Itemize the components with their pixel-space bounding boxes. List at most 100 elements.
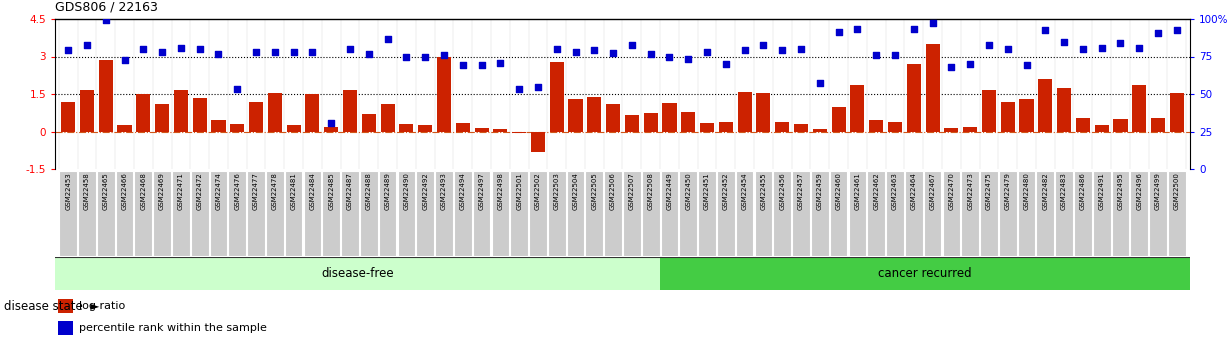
Point [811, 80, 830, 86]
Text: disease-free: disease-free [321, 267, 394, 280]
Bar [1074, 171, 1092, 256]
Bar [493, 129, 508, 131]
Bar [886, 171, 904, 256]
Text: GSM22454: GSM22454 [742, 172, 748, 210]
Bar [870, 120, 883, 131]
Bar [400, 124, 413, 131]
Point [472, 62, 492, 68]
Text: cancer recurred: cancer recurred [878, 267, 972, 280]
Bar [624, 171, 641, 256]
Text: GSM22485: GSM22485 [328, 172, 335, 210]
Bar [247, 171, 264, 256]
Text: GSM22496: GSM22496 [1137, 172, 1143, 210]
Text: GSM22457: GSM22457 [798, 172, 804, 210]
Text: GSM22484: GSM22484 [310, 172, 315, 210]
Bar [137, 94, 150, 131]
Bar [945, 128, 958, 131]
Point [566, 49, 585, 54]
Bar [625, 115, 638, 131]
Text: GDS806 / 22163: GDS806 / 22163 [55, 0, 157, 13]
Point [641, 51, 661, 57]
Text: disease state  ►: disease state ► [4, 300, 98, 313]
Text: GSM22451: GSM22451 [704, 172, 710, 210]
Point [341, 46, 360, 52]
Point [829, 29, 849, 34]
Bar [454, 171, 471, 256]
Bar [775, 121, 790, 131]
Point [754, 42, 774, 48]
Point [453, 62, 472, 68]
Bar [268, 93, 282, 131]
Point [941, 64, 961, 69]
Bar [418, 125, 432, 131]
Point [547, 46, 567, 52]
Bar [475, 128, 488, 131]
Point [416, 54, 435, 59]
Bar [1001, 101, 1015, 131]
Bar [643, 113, 658, 131]
Text: GSM22488: GSM22488 [365, 172, 371, 210]
Bar [80, 90, 93, 131]
Text: GSM22465: GSM22465 [103, 172, 108, 210]
Bar [850, 85, 865, 131]
Bar [1112, 171, 1129, 256]
Text: GSM22466: GSM22466 [122, 172, 128, 210]
Point [509, 86, 529, 92]
Bar [437, 57, 451, 131]
Bar [1133, 85, 1146, 131]
Text: GSM22458: GSM22458 [84, 172, 90, 210]
Point [791, 46, 811, 52]
Text: GSM22505: GSM22505 [592, 172, 598, 210]
Bar [963, 127, 977, 131]
Text: GSM22467: GSM22467 [930, 172, 936, 210]
Point [866, 52, 886, 58]
Bar [567, 171, 584, 256]
Bar [193, 98, 207, 131]
Text: GSM22508: GSM22508 [648, 172, 653, 210]
Text: GSM22489: GSM22489 [385, 172, 391, 210]
Bar [679, 171, 697, 256]
Bar [661, 171, 678, 256]
Text: GSM22494: GSM22494 [460, 172, 466, 210]
Bar [1038, 79, 1053, 131]
Bar [230, 124, 245, 131]
Bar [1057, 88, 1071, 131]
Bar [681, 111, 695, 131]
Point [922, 20, 942, 26]
Point [434, 52, 454, 58]
Bar [585, 171, 603, 256]
Bar [550, 61, 563, 131]
Bar [795, 124, 808, 131]
Bar [1151, 118, 1165, 131]
Text: GSM22459: GSM22459 [817, 172, 823, 210]
Text: GSM22470: GSM22470 [948, 172, 954, 210]
Text: GSM22469: GSM22469 [159, 172, 165, 210]
Bar [830, 171, 847, 256]
Text: GSM22478: GSM22478 [272, 172, 278, 210]
Text: log ratio: log ratio [79, 301, 125, 311]
Bar [343, 90, 357, 131]
Text: GSM22473: GSM22473 [967, 172, 973, 210]
Bar [154, 171, 171, 256]
Bar [305, 94, 320, 131]
Point [528, 84, 547, 89]
Bar [738, 91, 752, 131]
Bar [1168, 171, 1186, 256]
Text: GSM22464: GSM22464 [910, 172, 916, 210]
Bar [322, 171, 339, 256]
Bar [59, 171, 77, 256]
Bar [287, 125, 300, 131]
Text: GSM22476: GSM22476 [234, 172, 240, 210]
Point [1129, 45, 1149, 50]
Text: GSM22450: GSM22450 [685, 172, 691, 210]
Point [603, 50, 622, 56]
Text: GSM22503: GSM22503 [554, 172, 560, 210]
Bar [606, 104, 620, 131]
Text: percentile rank within the sample: percentile rank within the sample [79, 323, 267, 333]
Bar [924, 171, 941, 256]
Bar [1017, 171, 1036, 256]
Bar [362, 114, 376, 131]
Text: GSM22477: GSM22477 [253, 172, 260, 210]
Bar [699, 171, 716, 256]
Point [264, 49, 284, 54]
